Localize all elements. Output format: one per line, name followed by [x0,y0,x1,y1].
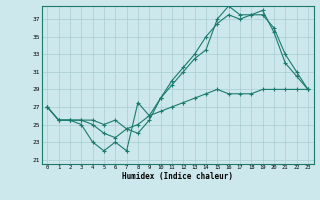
X-axis label: Humidex (Indice chaleur): Humidex (Indice chaleur) [122,172,233,181]
